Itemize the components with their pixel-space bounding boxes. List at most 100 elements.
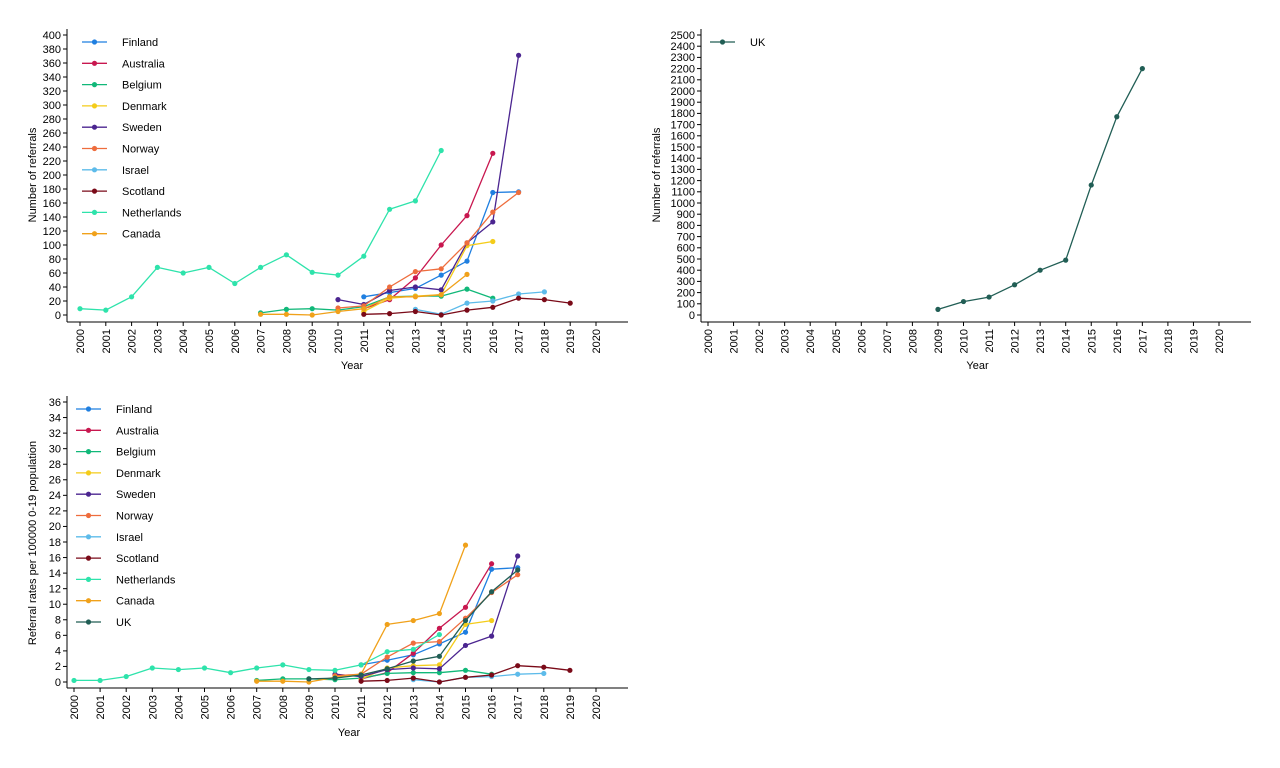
data-point (71, 677, 77, 684)
y-tick-label: 0 (55, 677, 61, 689)
data-point (490, 209, 496, 215)
x-tick-label: 2003 (780, 329, 792, 353)
data-point (515, 572, 521, 578)
data-point (258, 264, 264, 270)
y-tick-label: 340 (43, 72, 61, 84)
data-point (384, 654, 390, 660)
legend-label: Denmark (116, 468, 161, 480)
y-tick-label: 30 (49, 443, 61, 455)
x-tick-label: 2012 (382, 695, 394, 719)
y-tick-label: 400 (43, 30, 61, 42)
series-line (256, 544, 467, 683)
y-tick-label: 1700 (671, 119, 695, 131)
data-point (280, 678, 286, 684)
data-point (464, 286, 470, 292)
data-point (412, 284, 418, 290)
x-tick-label: 2014 (434, 695, 446, 719)
legend-label: Denmark (122, 101, 167, 113)
x-tick-label: 2008 (907, 329, 919, 353)
y-tick-label: 1200 (671, 175, 695, 187)
data-point (387, 294, 393, 300)
y-tick-label: 2100 (671, 75, 695, 87)
series-scotland (358, 663, 573, 685)
x-tick-label: 2005 (204, 329, 216, 353)
y-tick-label: 34 (49, 412, 61, 424)
x-tick-label: 2010 (330, 695, 342, 719)
y-tick-label: 4 (55, 646, 61, 658)
x-tick-label: 2001 (729, 329, 741, 353)
data-point (490, 219, 496, 225)
data-point (464, 271, 470, 277)
data-point (464, 240, 470, 246)
data-point (462, 667, 469, 673)
y-axis-title: Number of referrals (27, 127, 39, 222)
x-axis-title: Year (966, 360, 989, 372)
y-tick-label: 24 (49, 490, 61, 502)
y-tick-label: 160 (43, 198, 61, 210)
data-point (387, 284, 393, 290)
x-tick-label: 2014 (436, 329, 448, 353)
data-point (77, 306, 83, 312)
legend-item-sweden: Sweden (82, 122, 162, 134)
y-tick-label: 120 (43, 226, 61, 238)
legend-swatch-marker (85, 555, 92, 561)
y-tick-label: 700 (677, 231, 695, 243)
legend-swatch-marker (91, 124, 98, 130)
y-tick-label: 1300 (671, 164, 695, 176)
data-point (232, 280, 238, 287)
x-tick-label: 2000 (75, 329, 87, 353)
legend-item-canada: Canada (76, 596, 155, 608)
series-line (260, 288, 494, 314)
x-tick-label: 2012 (1010, 329, 1022, 353)
data-point (436, 638, 442, 645)
legend-label: Netherlands (122, 207, 182, 219)
x-tick-label: 2020 (1214, 329, 1226, 353)
y-tick-label: 600 (677, 243, 695, 255)
data-point (129, 294, 135, 300)
chart-referrals-by-country: 0 20 40 60 80 100 120 140 160 180 200 220 240 260 280 3… (27, 29, 628, 372)
legend-swatch-marker (91, 188, 98, 194)
legend-label: Scotland (122, 186, 165, 198)
data-point (490, 238, 496, 245)
legend-swatch-marker (85, 470, 92, 476)
x-tick-label: 2011 (356, 695, 368, 719)
data-point (489, 617, 495, 624)
y-tick-label: 240 (43, 142, 61, 154)
data-point (335, 297, 341, 303)
data-point (462, 674, 469, 680)
data-point (462, 629, 469, 635)
data-point (438, 287, 444, 293)
data-point (258, 311, 264, 317)
y-tick-label: 1100 (671, 187, 695, 199)
legend-item-israel: Israel (82, 165, 149, 177)
data-point (1088, 182, 1094, 188)
data-point (490, 189, 496, 196)
legend-swatch-marker (85, 427, 92, 433)
y-tick-label: 900 (677, 209, 695, 221)
legend-label: Israel (116, 532, 143, 544)
y-tick-label: 0 (55, 310, 61, 322)
y-tick-label: 200 (677, 287, 695, 299)
data-point (516, 189, 522, 196)
data-point (180, 270, 186, 276)
y-tick-label: 14 (49, 568, 61, 580)
x-tick-label: 2002 (121, 695, 133, 719)
legend-item-israel: Israel (76, 532, 143, 544)
data-point (516, 295, 522, 301)
data-point (462, 542, 469, 548)
legend-label: Norway (116, 511, 154, 523)
y-tick-label: 2500 (671, 30, 695, 42)
y-tick-label: 2000 (671, 86, 695, 98)
y-tick-label: 1500 (671, 142, 695, 154)
legend-swatch-marker (85, 449, 92, 455)
series-uk (306, 567, 521, 682)
legend-item-norway: Norway (76, 511, 154, 523)
y-tick-label: 400 (677, 265, 695, 277)
series-line (337, 55, 520, 306)
x-tick-label: 2012 (385, 329, 397, 353)
x-tick-label: 2008 (281, 329, 293, 353)
data-point (280, 662, 286, 668)
x-tick-label: 2015 (1086, 329, 1098, 353)
legend-item-australia: Australia (82, 58, 166, 70)
data-point (410, 646, 416, 652)
